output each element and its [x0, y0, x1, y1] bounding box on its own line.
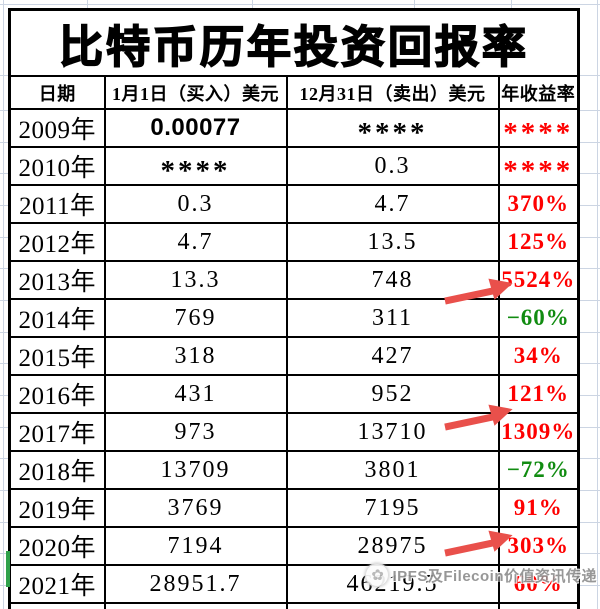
cell-buy[interactable]: 13.3	[103, 260, 288, 300]
masked-value: ****	[503, 116, 574, 149]
cell-year[interactable]: 2017年	[8, 412, 106, 452]
cell-sell[interactable]: 16537.4	[285, 602, 500, 609]
cell-buy[interactable]: 28951.7	[103, 564, 288, 604]
cell-sell[interactable]: 427	[285, 336, 500, 376]
cell-year[interactable]: 2022年	[8, 602, 106, 609]
cell-year[interactable]: 2010年	[8, 146, 106, 186]
masked-value: ****	[357, 116, 428, 149]
table-row: 2021年 28951.7 46219.5 60%	[8, 564, 580, 604]
table-row: 2014年 769 311 −60%	[8, 298, 580, 338]
cell-return[interactable]: 121%	[497, 374, 580, 414]
cell-buy[interactable]: 769	[103, 298, 288, 338]
cell-buy[interactable]: 4.7	[103, 222, 288, 262]
cell-year[interactable]: 2011年	[8, 184, 106, 224]
cell-buy[interactable]: 46217.5	[103, 602, 288, 609]
cell-return[interactable]: 34%	[497, 336, 580, 376]
cell-year[interactable]: 2021年	[8, 564, 106, 604]
table-row: 2010年 **** 0.3 ****	[8, 146, 580, 187]
watermark: ✿ IPFS及Filecoin价值资讯传递	[365, 563, 597, 587]
gridline	[0, 4, 600, 5]
cell-buy[interactable]: 0.3	[103, 184, 288, 224]
table-row: 2011年 0.3 4.7 370%	[8, 184, 580, 224]
cell-buy[interactable]: 3769	[103, 488, 288, 528]
cell-sell[interactable]: 7195	[285, 488, 500, 528]
table-row: 2016年 431 952 121%	[8, 374, 580, 414]
cell-year[interactable]: 2018年	[8, 450, 106, 490]
table-row: 2015年 318 427 34%	[8, 336, 580, 376]
cell-sell[interactable]: 4.7	[285, 184, 500, 224]
cell-return[interactable]: 370%	[497, 184, 580, 224]
table-row: 2013年 13.3 748 5524%	[8, 260, 580, 300]
cell-year[interactable]: 2020年	[8, 526, 106, 566]
cell-return[interactable]: 303%	[497, 526, 580, 566]
cell-buy[interactable]: 0.00077	[103, 108, 288, 148]
cell-return[interactable]: −72%	[497, 450, 580, 490]
col-header-sell[interactable]: 12月31日（卖出）美元	[285, 75, 500, 110]
cell-return[interactable]: 125%	[497, 222, 580, 262]
cell-return[interactable]: 1309%	[497, 412, 580, 452]
table-row: 2020年 7194 28975 303%	[8, 526, 580, 566]
cell-buy[interactable]: 973	[103, 412, 288, 452]
cell-buy[interactable]: 7194	[103, 526, 288, 566]
cell-return[interactable]: ****	[497, 108, 580, 149]
cell-return[interactable]: 60%	[497, 564, 580, 604]
cell-return[interactable]: −60%	[497, 298, 580, 338]
gridline	[597, 0, 598, 609]
watermark-text: IPFS及Filecoin价值资讯传递	[392, 567, 597, 585]
cell-year[interactable]: 2013年	[8, 260, 106, 300]
returns-table: 比特币历年投资回报率 日期 1月1日（买入）美元 12月31日（卖出）美元 年收…	[8, 8, 580, 609]
cell-sell[interactable]: 952	[285, 374, 500, 414]
cell-buy[interactable]: ****	[103, 146, 288, 187]
table-row: 2019年 3769 7195 91%	[8, 488, 580, 528]
cell-buy[interactable]: 431	[103, 374, 288, 414]
cell-sell[interactable]: 3801	[285, 450, 500, 490]
selection-marker	[6, 551, 10, 587]
cell-return[interactable]: ****	[497, 146, 580, 187]
masked-value: ****	[160, 154, 231, 187]
report-sheet: 比特币历年投资回报率 日期 1月1日（买入）美元 12月31日（卖出）美元 年收…	[8, 8, 580, 609]
gridline	[3, 0, 4, 609]
table-row: 2009年 0.00077 **** ****	[8, 108, 580, 149]
cell-sell[interactable]: 0.3	[285, 146, 500, 186]
cell-sell[interactable]: ****	[285, 108, 500, 149]
cell-year[interactable]: 2012年	[8, 222, 106, 262]
cell-buy[interactable]: 318	[103, 336, 288, 376]
cell-return[interactable]: 91%	[497, 488, 580, 528]
col-header-buy[interactable]: 1月1日（买入）美元	[103, 75, 288, 110]
cell-return[interactable]: 5524%	[497, 260, 580, 300]
col-header-date[interactable]: 日期	[8, 75, 106, 110]
cell-year[interactable]: 2014年	[8, 298, 106, 338]
col-header-return[interactable]: 年收益率	[497, 75, 580, 110]
cell-year[interactable]: 2019年	[8, 488, 106, 528]
cell-return[interactable]: −64%	[497, 602, 580, 609]
cell-buy[interactable]: 13709	[103, 450, 288, 490]
table-row: 2022年46217.516537.4−64%	[8, 602, 580, 609]
header-row: 日期 1月1日（买入）美元 12月31日（卖出）美元 年收益率	[8, 75, 580, 110]
cell-sell[interactable]: 13.5	[285, 222, 500, 262]
cell-sell[interactable]: 28975	[285, 526, 500, 566]
cell-year[interactable]: 2015年	[8, 336, 106, 376]
title-row: 比特币历年投资回报率	[8, 8, 580, 77]
table-row: 2018年 13709 3801 −72%	[8, 450, 580, 490]
cell-year[interactable]: 2016年	[8, 374, 106, 414]
watermark-logo-icon: ✿	[365, 563, 390, 587]
cell-sell[interactable]: 46219.5	[285, 564, 500, 604]
cell-sell[interactable]: 311	[285, 298, 500, 338]
page-title: 比特币历年投资回报率	[8, 8, 580, 77]
table-row: 2012年 4.7 13.5 125%	[8, 222, 580, 262]
cell-year[interactable]: 2009年	[8, 108, 106, 148]
masked-value: ****	[503, 154, 574, 187]
